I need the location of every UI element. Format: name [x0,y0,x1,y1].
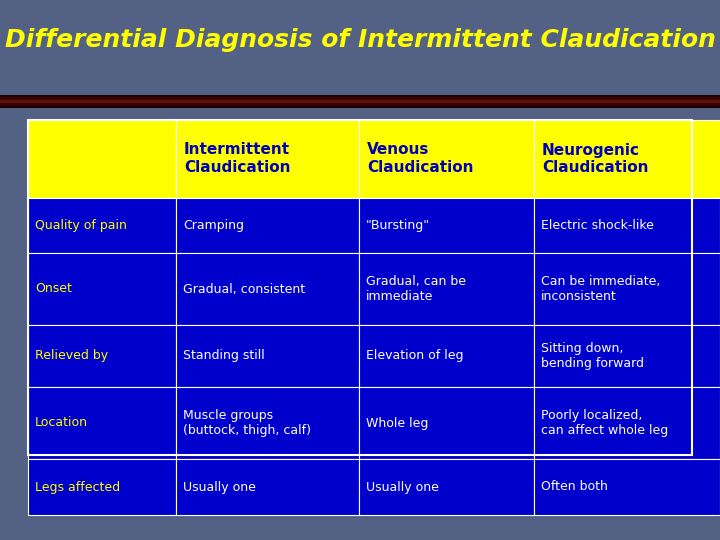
Bar [176,387,359,459]
Text: Can be immediate,
inconsistent: Can be immediate, inconsistent [541,275,660,303]
Bar [176,198,359,253]
Bar [28,387,176,459]
Bar [28,253,176,325]
Bar [176,253,359,325]
Bar [359,253,534,325]
Bar [359,387,534,459]
Bar [28,120,176,198]
Bar [534,198,720,253]
Bar [176,120,359,198]
Text: Usually one: Usually one [366,481,439,494]
Bar [0,97,720,100]
Bar [176,459,359,515]
Bar [534,120,720,198]
Text: Sitting down,
bending forward: Sitting down, bending forward [541,342,644,370]
Bar [28,120,692,455]
Text: Whole leg: Whole leg [366,416,428,429]
Bar [28,459,176,515]
Text: Often both: Often both [541,481,608,494]
Bar [28,198,176,253]
Text: Standing still: Standing still [183,349,265,362]
Text: Differential Diagnosis of Intermittent Claudication: Differential Diagnosis of Intermittent C… [4,28,716,52]
Bar [534,253,720,325]
Bar [534,387,720,459]
Text: Relieved by: Relieved by [35,349,108,362]
Text: Gradual, can be
immediate: Gradual, can be immediate [366,275,466,303]
Bar [176,325,359,387]
Text: "Bursting": "Bursting" [366,219,430,232]
Text: Location: Location [35,416,88,429]
Text: Intermittent
Claudication: Intermittent Claudication [184,143,290,176]
Bar [28,325,176,387]
Bar [359,120,534,198]
Text: Legs affected: Legs affected [35,481,120,494]
Bar [359,198,534,253]
Bar [0,103,720,106]
Text: Elevation of leg: Elevation of leg [366,349,464,362]
Text: Gradual, consistent: Gradual, consistent [183,282,305,295]
Bar [0,95,720,97]
Text: Quality of pain: Quality of pain [35,219,127,232]
Text: Neurogenic
Claudication: Neurogenic Claudication [542,143,649,176]
Bar [534,325,720,387]
Bar [359,325,534,387]
Text: Electric shock-like: Electric shock-like [541,219,654,232]
Bar [359,459,534,515]
Text: Muscle groups
(buttock, thigh, calf): Muscle groups (buttock, thigh, calf) [183,409,311,437]
Bar [0,106,720,108]
Text: Onset: Onset [35,282,72,295]
Text: Usually one: Usually one [183,481,256,494]
Text: Cramping: Cramping [183,219,244,232]
Bar [0,100,720,103]
Text: Poorly localized,
can affect whole leg: Poorly localized, can affect whole leg [541,409,668,437]
Text: Venous
Claudication: Venous Claudication [367,143,474,176]
Bar [534,459,720,515]
